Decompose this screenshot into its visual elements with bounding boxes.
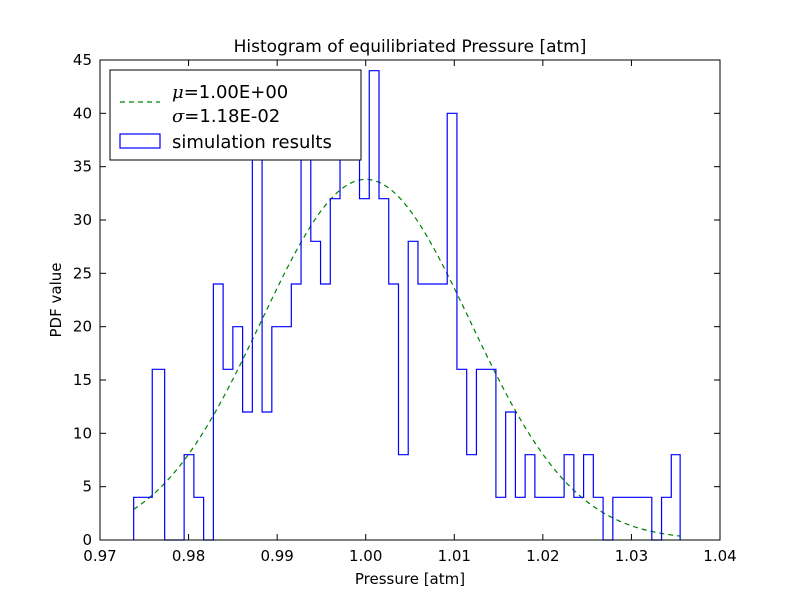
x-axis-label: Pressure [atm] [355, 570, 465, 588]
mu-symbol: μ [172, 82, 184, 103]
y-tick-label: 35 [73, 158, 92, 176]
legend-histogram-entry: simulation results [172, 132, 332, 153]
x-tick-label: 0.97 [83, 547, 116, 565]
chart-title: Histogram of equilibriated Pressure [atm… [234, 37, 587, 57]
x-tick-label: 0.98 [172, 547, 205, 565]
legend-histogram-swatch [119, 133, 161, 149]
y-tick-label: 40 [73, 104, 92, 122]
histogram-outline [133, 70, 681, 541]
normal-fit-curve [133, 178, 681, 537]
x-tick-label: 1.01 [438, 547, 471, 565]
legend-box [109, 69, 362, 161]
y-tick-label: 5 [82, 478, 92, 496]
legend-sigma-entry: σ=1.18E-02 [172, 106, 280, 127]
x-tick-label: 0.99 [260, 547, 293, 565]
axis-ticks: 0.97 0.98 0.99 1.00 1.01 1.02 1.03 1.04 0 5 10 15 20… [73, 51, 737, 565]
y-axis-label: PDF value [47, 263, 65, 338]
y-tick-label: 30 [73, 211, 92, 229]
x-tick-label: 1.00 [349, 547, 382, 565]
y-tick-label: 0 [82, 531, 92, 549]
x-tick-label: 1.03 [615, 547, 648, 565]
legend-sigma-value: =1.18E-02 [184, 106, 280, 127]
x-tick-label: 1.04 [703, 547, 736, 565]
legend: μ=1.00E+00 σ=1.18E-02 simulation results [109, 69, 362, 161]
y-tick-label: 15 [73, 371, 92, 389]
y-tick-label: 20 [73, 318, 92, 336]
x-tick-label: 1.02 [526, 547, 559, 565]
legend-mu-entry: μ=1.00E+00 [172, 82, 288, 103]
y-tick-label: 10 [73, 424, 92, 442]
y-tick-label: 25 [73, 264, 92, 282]
plot-area [133, 70, 681, 541]
legend-mu-value: =1.00E+00 [184, 82, 289, 103]
plot-frame [99, 59, 721, 541]
y-tick-label: 45 [73, 51, 92, 69]
sigma-symbol: σ [172, 106, 185, 127]
